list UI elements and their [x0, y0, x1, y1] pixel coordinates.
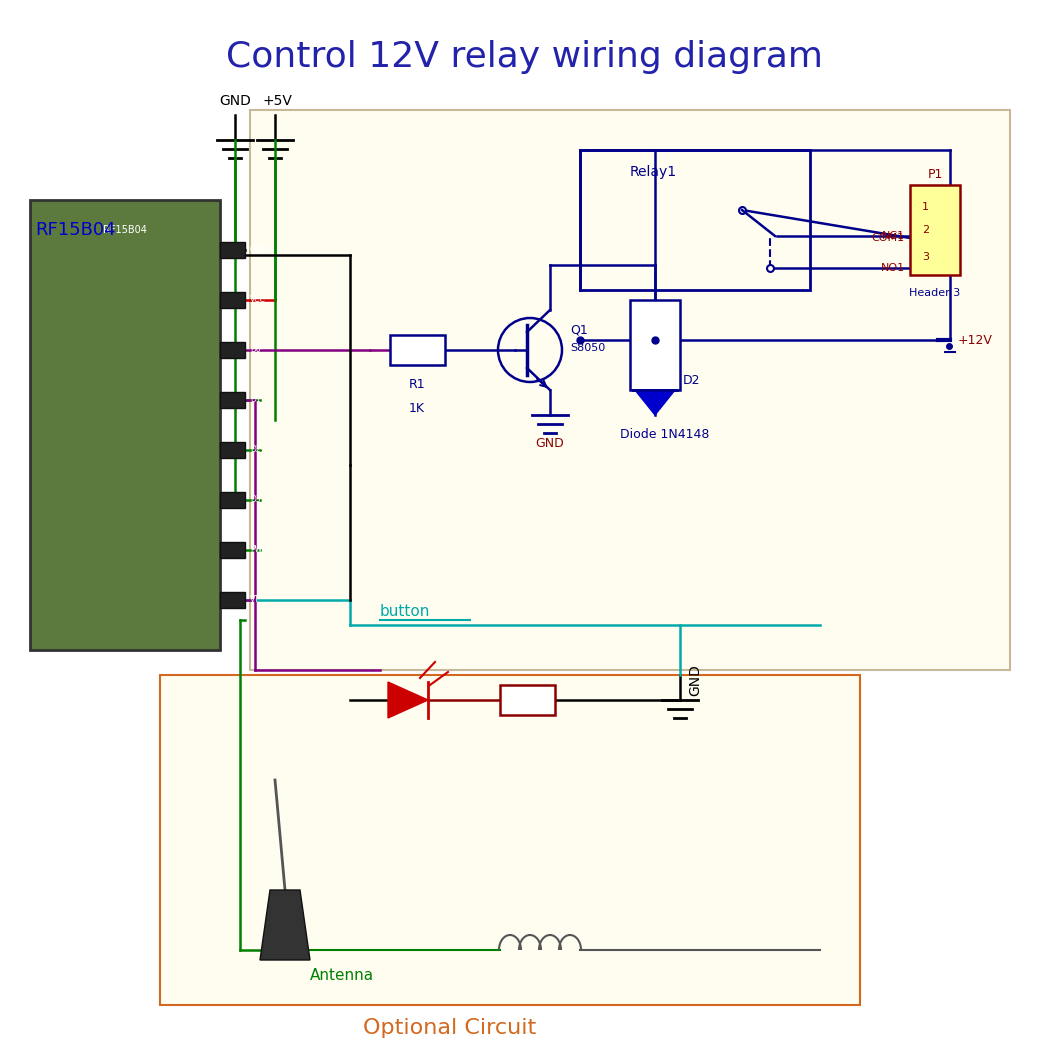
Bar [220, 342, 245, 358]
Bar [630, 300, 680, 390]
Text: D1: D1 [250, 396, 260, 404]
Text: VCC: VCC [250, 295, 266, 304]
Bar [220, 242, 245, 258]
Text: Control 12V relay wiring diagram: Control 12V relay wiring diagram [227, 40, 823, 74]
Text: R1: R1 [408, 378, 425, 392]
Text: 1K: 1K [410, 401, 425, 415]
Bar [390, 335, 445, 365]
Text: D0: D0 [250, 345, 260, 355]
Text: +5V: +5V [262, 94, 292, 108]
Text: 2: 2 [922, 225, 929, 235]
Bar [160, 675, 860, 1005]
Bar [500, 685, 555, 715]
Text: GND: GND [219, 94, 251, 108]
Text: Diode 1N4148: Diode 1N4148 [620, 428, 710, 441]
Text: RF15B04: RF15B04 [35, 220, 116, 239]
Bar [220, 542, 245, 558]
Text: Q1: Q1 [570, 323, 588, 336]
Text: +12V: +12V [958, 334, 993, 346]
Text: GND: GND [536, 437, 565, 449]
Text: button: button [380, 605, 430, 620]
Text: PWR: PWR [250, 546, 268, 554]
Text: D2: D2 [250, 445, 260, 455]
Text: NO1: NO1 [881, 262, 905, 273]
Text: Optional Circuit: Optional Circuit [363, 1018, 537, 1038]
Bar [220, 442, 245, 458]
Polygon shape [635, 390, 675, 415]
Text: RF15B04: RF15B04 [103, 225, 147, 235]
Bar [580, 150, 810, 290]
Polygon shape [260, 890, 310, 960]
Text: COM1: COM1 [872, 233, 905, 243]
Text: Header 3: Header 3 [909, 288, 961, 298]
Bar [30, 200, 220, 650]
Bar [220, 392, 245, 408]
Polygon shape [388, 682, 428, 718]
Text: P1: P1 [927, 168, 943, 182]
Text: NC1: NC1 [882, 231, 905, 242]
Bar [220, 292, 245, 308]
Text: VT: VT [250, 595, 259, 605]
Bar [220, 492, 245, 508]
Text: 3: 3 [922, 252, 929, 262]
Text: D2: D2 [682, 374, 700, 386]
Text: GND: GND [250, 246, 268, 254]
Text: 1: 1 [922, 202, 929, 212]
Text: Relay1: Relay1 [630, 165, 677, 178]
Text: S8050: S8050 [570, 343, 605, 353]
Bar [250, 110, 1010, 670]
Bar [220, 592, 245, 608]
Text: GND: GND [688, 664, 702, 696]
Text: Antenna: Antenna [310, 967, 374, 983]
Bar [910, 185, 960, 275]
Text: D3: D3 [250, 496, 260, 504]
